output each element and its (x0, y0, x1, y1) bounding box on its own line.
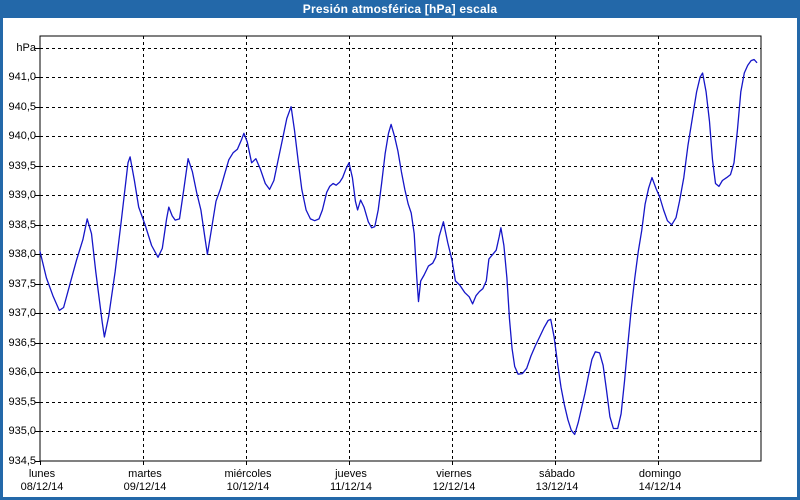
day-date: 14/12/14 (638, 481, 682, 493)
window-border-bottom (0, 497, 800, 500)
day-name: miércoles (224, 468, 272, 480)
y-axis-tick-label: 941,0 (8, 71, 36, 83)
pressure-series-line (39, 58, 758, 436)
window-border-left (0, 0, 3, 500)
x-axis-day-label: viernes 12/12/14 (433, 468, 476, 494)
window-title: Presión atmosférica [hPa] escala (302, 2, 498, 16)
x-axis-day-label: jueves 11/12/14 (330, 468, 372, 494)
x-axis-day-label: martes 09/12/14 (124, 468, 167, 494)
day-name: martes (128, 468, 162, 480)
day-name: jueves (335, 468, 367, 480)
x-axis-day-label: sábado 13/12/14 (536, 468, 579, 494)
window-titlebar: Presión atmosférica [hPa] escala (0, 0, 800, 18)
day-name: domingo (638, 468, 682, 480)
day-date: 13/12/14 (535, 481, 579, 493)
y-axis-tick-label: 934,5 (8, 455, 36, 467)
day-date: 11/12/14 (329, 481, 373, 493)
y-axis-tick-label: 936,5 (8, 337, 36, 349)
day-name: viernes (436, 468, 472, 480)
y-axis-tick-label: 938,5 (8, 219, 36, 231)
y-axis-tick-label: 937,0 (8, 307, 36, 319)
day-date: 09/12/14 (123, 481, 167, 493)
day-date: 08/12/14 (20, 481, 64, 493)
x-axis-day-label: lunes 08/12/14 (21, 468, 64, 494)
day-name: sábado (538, 468, 576, 480)
y-axis-tick-label: 935,0 (8, 425, 36, 437)
day-date: 12/12/14 (432, 481, 476, 493)
y-axis-tick-label: 938,0 (8, 248, 36, 260)
y-axis-tick-label: 935,5 (8, 396, 36, 408)
y-axis-tick-label: 937,5 (8, 278, 36, 290)
window-border-right (797, 0, 800, 500)
day-date: 10/12/14 (226, 481, 270, 493)
y-axis-tick-label: 940,5 (8, 101, 36, 113)
y-axis-tick-label: 940,0 (8, 130, 36, 142)
y-axis-unit-label: hPa (16, 42, 36, 54)
day-name: lunes (28, 468, 56, 480)
x-axis-day-label: domingo 14/12/14 (639, 468, 682, 494)
y-axis-tick-label: 936,0 (8, 366, 36, 378)
plot-frame (39, 35, 762, 462)
y-axis-tick-label: 939,0 (8, 189, 36, 201)
x-axis-day-label: miércoles 10/12/14 (224, 468, 271, 494)
y-axis-tick-label: 939,5 (8, 160, 36, 172)
